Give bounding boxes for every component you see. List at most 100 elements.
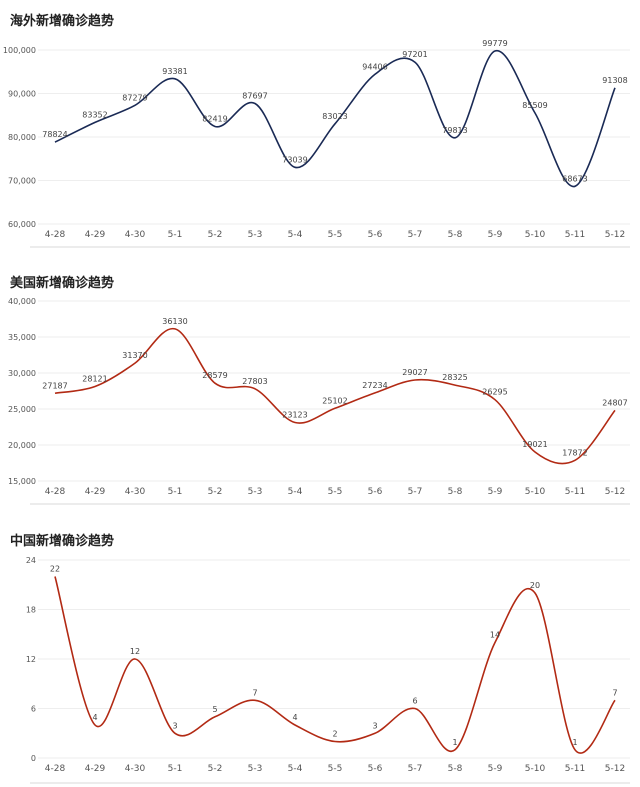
x-tick-label: 5-2 <box>208 230 223 240</box>
data-label: 17872 <box>562 448 587 457</box>
data-label: 4 <box>92 713 97 722</box>
china-chart-panel: 中国新增确诊趋势 0 6 12 18 24 4-28 4-29 4-30 5-1 5-2 5-3 5-… <box>0 530 640 787</box>
data-label: 1 <box>452 738 457 747</box>
data-label: 28325 <box>442 373 467 382</box>
x-tick-label: 4-28 <box>45 487 66 497</box>
y-tick-label: 30,000 <box>8 369 36 378</box>
x-tick-label: 5-11 <box>565 230 585 240</box>
x-tick-label: 5-10 <box>525 487 546 497</box>
data-label: 83352 <box>82 110 107 119</box>
x-tick-label: 5-9 <box>488 487 503 497</box>
y-tick-label: 24 <box>26 556 36 565</box>
y-tick-label: 80,000 <box>8 133 36 142</box>
x-tick-label: 4-29 <box>85 487 106 497</box>
data-label: 19021 <box>522 440 547 449</box>
x-tick-label: 4-29 <box>85 230 106 240</box>
x-tick-label: 5-5 <box>328 230 343 240</box>
data-label: 78824 <box>42 130 67 139</box>
chart-title: 美国新增确诊趋势 <box>10 276 115 291</box>
chart-title: 海外新增确诊趋势 <box>10 14 115 29</box>
x-tick-label: 5-12 <box>605 230 625 240</box>
x-tick-label: 5-3 <box>248 487 263 497</box>
data-label: 93381 <box>162 67 187 76</box>
data-label: 26295 <box>482 388 507 397</box>
x-tick-label: 4-30 <box>125 230 146 240</box>
data-label: 3 <box>372 721 377 730</box>
data-label: 36130 <box>162 317 187 326</box>
y-tick-label: 6 <box>31 705 36 714</box>
data-label: 29027 <box>402 368 427 377</box>
series-line <box>54 328 616 465</box>
data-label: 91308 <box>602 76 627 85</box>
data-label: 85509 <box>522 101 547 110</box>
data-label: 27234 <box>362 381 387 390</box>
overseas-line-chart: 60,000 70,000 80,000 90,000 100,000 4-28 4-29 4… <box>3 39 630 248</box>
data-label: 73039 <box>282 155 307 164</box>
x-tick-label: 5-7 <box>408 487 423 497</box>
y-tick-label: 20,000 <box>8 441 36 450</box>
x-tick-label: 5-9 <box>488 764 503 774</box>
data-label: 28579 <box>202 371 227 380</box>
data-label: 28121 <box>82 375 107 384</box>
data-label: 14 <box>490 631 500 640</box>
x-tick-label: 5-4 <box>288 487 303 497</box>
x-tick-label: 5-8 <box>448 230 463 240</box>
x-tick-label: 5-8 <box>448 764 463 774</box>
x-tick-label: 4-30 <box>125 487 146 497</box>
x-tick-label: 5-10 <box>525 230 546 240</box>
x-tick-label: 5-1 <box>168 487 183 497</box>
x-tick-label: 5-3 <box>248 230 263 240</box>
x-tick-label: 4-29 <box>85 764 106 774</box>
x-tick-label: 5-7 <box>408 230 423 240</box>
x-tick-label: 4-28 <box>45 230 66 240</box>
us-line-chart: 15,000 20,000 25,000 30,000 35,000 40,000 4-28… <box>8 297 630 505</box>
series-line <box>54 576 616 754</box>
data-label: 25102 <box>322 396 347 405</box>
x-tick-label: 4-30 <box>125 764 146 774</box>
y-tick-label: 100,000 <box>3 46 36 55</box>
data-label: 27803 <box>242 377 267 386</box>
data-label: 20 <box>530 581 540 590</box>
x-tick-label: 5-10 <box>525 764 546 774</box>
data-label: 5 <box>212 705 217 714</box>
data-label: 99779 <box>482 39 507 48</box>
us-chart-panel: 美国新增确诊趋势 15,000 20,000 25,000 30,000 35,000 4… <box>0 272 640 512</box>
x-tick-label: 5-12 <box>605 764 625 774</box>
x-tick-label: 5-7 <box>408 764 423 774</box>
data-label: 23123 <box>282 411 307 420</box>
data-label: 1 <box>572 738 577 747</box>
y-tick-label: 0 <box>31 754 36 763</box>
x-tick-label: 5-6 <box>368 487 383 497</box>
data-label: 4 <box>292 713 297 722</box>
x-tick-label: 5-2 <box>208 764 223 774</box>
data-label: 27187 <box>42 381 67 390</box>
data-label: 31370 <box>122 351 147 360</box>
data-label: 24807 <box>602 398 627 407</box>
y-tick-label: 25,000 <box>8 405 36 414</box>
x-tick-label: 5-4 <box>288 764 303 774</box>
data-label: 87279 <box>122 93 147 102</box>
x-tick-label: 5-12 <box>605 487 625 497</box>
x-tick-label: 5-6 <box>368 764 383 774</box>
x-tick-label: 5-2 <box>208 487 223 497</box>
data-label: 6 <box>412 697 417 706</box>
x-tick-label: 5-1 <box>168 764 183 774</box>
data-label: 2 <box>332 730 337 739</box>
x-tick-label: 5-1 <box>168 230 183 240</box>
y-tick-label: 18 <box>26 606 36 615</box>
x-tick-label: 5-11 <box>565 764 585 774</box>
x-tick-label: 5-5 <box>328 487 343 497</box>
chart-title: 中国新增确诊趋势 <box>10 534 115 549</box>
y-tick-label: 60,000 <box>8 220 36 229</box>
data-label: 12 <box>130 647 140 656</box>
y-tick-label: 90,000 <box>8 90 36 99</box>
data-label: 79813 <box>442 126 467 135</box>
data-label: 3 <box>172 721 177 730</box>
y-tick-label: 15,000 <box>8 477 36 486</box>
series-line <box>54 50 616 188</box>
x-tick-label: 5-9 <box>488 230 503 240</box>
y-tick-label: 70,000 <box>8 177 36 186</box>
y-tick-label: 40,000 <box>8 297 36 306</box>
data-label: 82419 <box>202 114 227 123</box>
